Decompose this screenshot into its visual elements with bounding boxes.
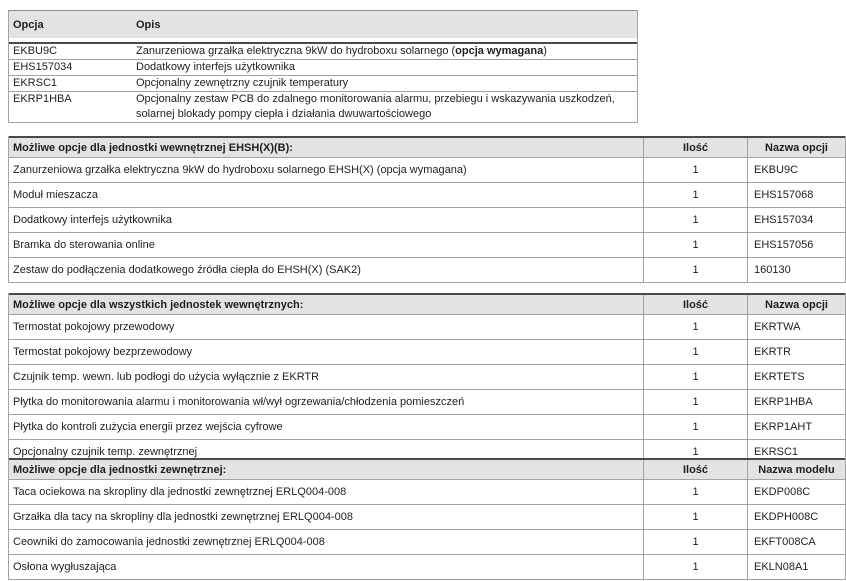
qty-cell: 1 xyxy=(643,315,747,339)
option-description-cell: Grzałka dla tacy na skropliny dla jednos… xyxy=(13,511,353,523)
option-description-cell: Zanurzeniowa grzałka elektryczna 9kW do … xyxy=(13,164,467,176)
qty-cell: 1 xyxy=(643,480,747,504)
table-header-row: Możliwe opcje dla wszystkich jednostek w… xyxy=(9,293,845,314)
model-name-cell: EKRTWA xyxy=(747,315,845,339)
description-text: ) xyxy=(543,45,547,57)
table-row: Taca ociekowa na skropliny dla jednostki… xyxy=(9,479,845,504)
options-legend-table: Opcja Opis EKBU9C Zanurzeniowa grzałka e… xyxy=(8,10,638,123)
qty-cell: 1 xyxy=(643,183,747,207)
qty-cell: 1 xyxy=(643,555,747,579)
table-row: Zanurzeniowa grzałka elektryczna 9kW do … xyxy=(9,157,845,182)
table-row: Termostat pokojowy bezprzewodowy 1 EKRTR xyxy=(9,339,845,364)
column-header-qty: Ilość xyxy=(643,460,747,479)
description-text: Zanurzeniowa grzałka elektryczna 9kW do … xyxy=(136,45,456,57)
option-description-cell: Osłona wygłuszająca xyxy=(13,561,117,573)
option-description-cell: Ceowniki do zamocowania jednostki zewnęt… xyxy=(13,536,325,548)
model-name-cell: EKRP1AHT xyxy=(747,415,845,439)
model-name-cell: EHS157056 xyxy=(747,233,845,257)
column-header-name: Nazwa opcji xyxy=(747,138,845,157)
table-row: Czujnik temp. wewn. lub podłogi do użyci… xyxy=(9,364,845,389)
table-row: EHS157034 Dodatkowy interfejs użytkownik… xyxy=(9,59,637,75)
option-description-cell: Dodatkowy interfejs użytkownika xyxy=(13,214,172,226)
qty-cell: 1 xyxy=(643,505,747,529)
option-description-cell: Moduł mieszacza xyxy=(13,189,98,201)
table-row: EKRP1HBA Opcjonalny zestaw PCB do zdalne… xyxy=(9,91,637,122)
table-row: Zestaw do podłączenia dodatkowego źródła… xyxy=(9,257,845,282)
qty-cell: 1 xyxy=(643,440,747,464)
table-title: Możliwe opcje dla jednostki zewnętrznej: xyxy=(13,463,227,476)
table-row: Bramka do sterowania online 1 EHS157056 xyxy=(9,232,845,257)
model-name-cell: EKDP008C xyxy=(747,480,845,504)
column-header-name: Nazwa modelu xyxy=(747,460,845,479)
table-row: Osłona wygłuszająca 1 EKLN08A1 xyxy=(9,554,845,579)
table-row: EKBU9C Zanurzeniowa grzałka elektryczna … xyxy=(9,44,637,59)
option-code-cell: EKRSC1 xyxy=(13,77,58,89)
table-row: Płytka do kontroli zużycia energii przez… xyxy=(9,414,845,439)
qty-cell: 1 xyxy=(643,340,747,364)
all-indoor-units-options-table: Możliwe opcje dla wszystkich jednostek w… xyxy=(8,293,846,464)
header-spacer xyxy=(9,38,637,42)
option-description-cell: Termostat pokojowy bezprzewodowy xyxy=(13,346,193,358)
column-header-option: Opcja xyxy=(13,18,44,31)
column-header-qty: Ilość xyxy=(643,138,747,157)
option-description-cell: Termostat pokojowy przewodowy xyxy=(13,321,175,333)
description-bold-text: opcja wymagana xyxy=(455,45,544,57)
qty-cell: 1 xyxy=(643,233,747,257)
table-row: EKRSC1 Opcjonalny zewnętrzny czujnik tem… xyxy=(9,75,637,91)
header-divider-rule xyxy=(9,42,637,44)
qty-cell: 1 xyxy=(643,258,747,282)
option-description-cell: Taca ociekowa na skropliny dla jednostki… xyxy=(13,486,347,498)
model-name-cell: EHS157034 xyxy=(747,208,845,232)
option-description-cell: Bramka do sterowania online xyxy=(13,239,155,251)
option-description-cell: Opcjonalny czujnik temp. zewnętrznej xyxy=(13,446,198,458)
outdoor-unit-options-table: Możliwe opcje dla jednostki zewnętrznej:… xyxy=(8,458,846,580)
model-name-cell: EHS157068 xyxy=(747,183,845,207)
table-row: Opcjonalny czujnik temp. zewnętrznej 1 E… xyxy=(9,439,845,464)
option-description-cell: Dodatkowy interfejs użytkownika xyxy=(136,61,295,73)
model-name-cell: EKRP1HBA xyxy=(747,390,845,414)
table-header-row: Możliwe opcje dla jednostki wewnętrznej … xyxy=(9,136,845,157)
model-name-cell: EKRTETS xyxy=(747,365,845,389)
model-name-cell: EKFT008CA xyxy=(747,530,845,554)
table-title: Możliwe opcje dla wszystkich jednostek w… xyxy=(13,298,304,311)
table-row: Grzałka dla tacy na skropliny dla jednos… xyxy=(9,504,845,529)
table-row: Dodatkowy interfejs użytkownika 1 EHS157… xyxy=(9,207,845,232)
table-row: Termostat pokojowy przewodowy 1 EKRTWA xyxy=(9,314,845,339)
column-header-description: Opis xyxy=(136,18,161,31)
option-code-cell: EHS157034 xyxy=(13,61,73,73)
qty-cell: 1 xyxy=(643,415,747,439)
option-description-cell: Zestaw do podłączenia dodatkowego źródła… xyxy=(13,264,361,276)
option-code-cell: EKBU9C xyxy=(13,45,58,57)
model-name-cell: 160130 xyxy=(747,258,845,282)
table-title: Możliwe opcje dla jednostki wewnętrznej … xyxy=(13,141,293,154)
option-description-cell: Opcjonalny zestaw PCB do zdalnego monito… xyxy=(136,93,615,120)
model-name-cell: EKLN08A1 xyxy=(747,555,845,579)
option-description-cell: Zanurzeniowa grzałka elektryczna 9kW do … xyxy=(136,44,637,59)
legend-header-row: Opcja Opis xyxy=(9,11,637,38)
option-description-cell: Płytka do kontroli zużycia energii przez… xyxy=(13,421,283,433)
model-name-cell: EKDPH008C xyxy=(747,505,845,529)
column-header-name: Nazwa opcji xyxy=(747,295,845,314)
option-description-cell: Opcjonalny zewnętrzny czujnik temperatur… xyxy=(136,77,349,89)
table-row: Moduł mieszacza 1 EHS157068 xyxy=(9,182,845,207)
table-row: Płytka do monitorowania alarmu i monitor… xyxy=(9,389,845,414)
model-name-cell: EKRSC1 xyxy=(747,440,845,464)
indoor-unit-options-table: Możliwe opcje dla jednostki wewnętrznej … xyxy=(8,136,846,283)
qty-cell: 1 xyxy=(643,365,747,389)
option-description-cell: Płytka do monitorowania alarmu i monitor… xyxy=(13,396,465,408)
option-description-cell: Czujnik temp. wewn. lub podłogi do użyci… xyxy=(13,371,320,383)
model-name-cell: EKBU9C xyxy=(747,158,845,182)
option-code-cell: EKRP1HBA xyxy=(13,93,72,105)
qty-cell: 1 xyxy=(643,158,747,182)
qty-cell: 1 xyxy=(643,530,747,554)
table-row: Ceowniki do zamocowania jednostki zewnęt… xyxy=(9,529,845,554)
table-header-row: Możliwe opcje dla jednostki zewnętrznej:… xyxy=(9,458,845,479)
qty-cell: 1 xyxy=(643,390,747,414)
model-name-cell: EKRTR xyxy=(747,340,845,364)
column-header-qty: Ilość xyxy=(643,295,747,314)
qty-cell: 1 xyxy=(643,208,747,232)
